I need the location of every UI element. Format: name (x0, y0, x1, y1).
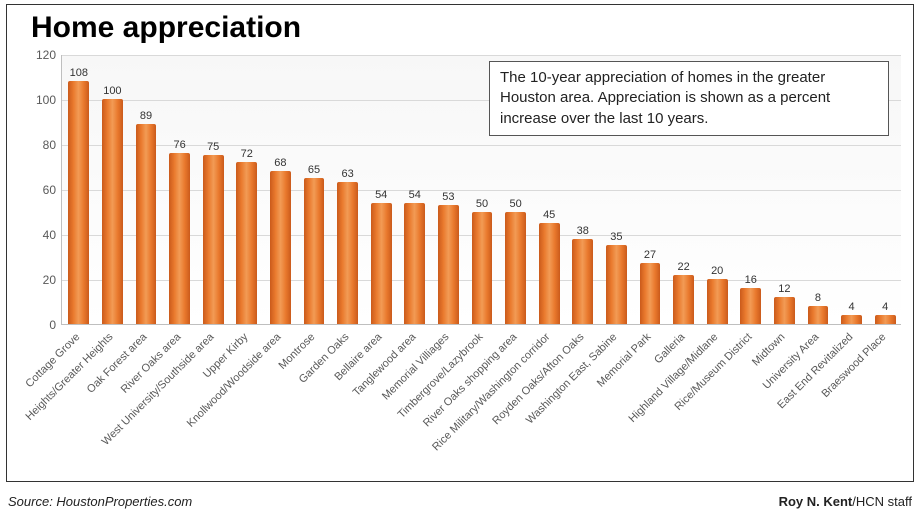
bar-value-label: 54 (375, 189, 387, 201)
bar-value-label: 108 (70, 67, 88, 79)
bar: 16 (740, 288, 761, 324)
bar: 72 (236, 162, 257, 324)
byline-name: Roy N. Kent (779, 494, 853, 509)
bar-value-label: 75 (207, 141, 219, 153)
bar-value-label: 68 (274, 157, 286, 169)
bar-value-label: 22 (677, 261, 689, 273)
bar-value-label: 89 (140, 110, 152, 122)
bar-value-label: 54 (409, 189, 421, 201)
source-text: HoustonProperties.com (56, 494, 192, 509)
bar-value-label: 12 (778, 283, 790, 295)
bar-value-label: 20 (711, 265, 723, 277)
y-tick-label: 20 (43, 273, 56, 287)
bar: 89 (136, 124, 157, 324)
bar-value-label: 27 (644, 249, 656, 261)
bar-value-label: 100 (103, 85, 121, 97)
y-tick-label: 60 (43, 183, 56, 197)
bar-value-label: 38 (577, 225, 589, 237)
y-tick-label: 120 (36, 48, 56, 62)
gridline (62, 55, 901, 56)
bar: 54 (371, 203, 392, 325)
source-credit: Source: HoustonProperties.com (8, 494, 192, 509)
bar: 65 (304, 178, 325, 324)
source-prefix: Source: (8, 494, 56, 509)
chart-title: Home appreciation (31, 11, 301, 45)
bar-value-label: 16 (745, 274, 757, 286)
bar: 38 (572, 239, 593, 325)
figure-root: Home appreciation 0 20 40 60 80 100 120 108 100 8… (0, 0, 920, 515)
bar: 27 (640, 263, 661, 324)
byline-org: HCN staff (856, 494, 912, 509)
bar: 20 (707, 279, 728, 324)
bar: 54 (404, 203, 425, 325)
byline-credit: Roy N. Kent/HCN staff (779, 494, 912, 509)
y-tick-label: 80 (43, 138, 56, 152)
bar: 75 (203, 155, 224, 324)
bar-value-label: 45 (543, 209, 555, 221)
bar: 108 (68, 81, 89, 324)
bar-value-label: 50 (509, 198, 521, 210)
bar: 100 (102, 99, 123, 324)
annotation-box: The 10-year appreciation of homes in the… (489, 61, 889, 136)
bar: 63 (337, 182, 358, 324)
gridline (62, 145, 901, 146)
bar-value-label: 35 (610, 231, 622, 243)
x-tick-label: River Oaks area (118, 331, 183, 396)
bar: 53 (438, 205, 459, 324)
bar: 45 (539, 223, 560, 324)
chart-frame: Home appreciation 0 20 40 60 80 100 120 108 100 8… (6, 4, 914, 482)
bar-value-label: 76 (173, 139, 185, 151)
y-tick-label: 100 (36, 93, 56, 107)
bar: 50 (505, 212, 526, 325)
y-tick-label: 40 (43, 228, 56, 242)
bar-value-label: 8 (815, 292, 821, 304)
bar: 4 (875, 315, 896, 324)
bar: 50 (472, 212, 493, 325)
bar: 4 (841, 315, 862, 324)
x-tick-label: Oak Forest area (85, 331, 150, 396)
bar: 12 (774, 297, 795, 324)
bar: 35 (606, 245, 627, 324)
bar: 76 (169, 153, 190, 324)
bar-value-label: 63 (341, 168, 353, 180)
bar: 68 (270, 171, 291, 324)
bar-value-label: 4 (849, 301, 855, 313)
bar: 8 (808, 306, 829, 324)
bar-value-label: 72 (241, 148, 253, 160)
x-axis: Cottage GroveHeights/Greater HeightsOak … (61, 331, 901, 332)
bar-value-label: 4 (882, 301, 888, 313)
x-tick-label: Braeswood Place (820, 331, 889, 400)
y-tick-label: 0 (49, 318, 56, 332)
bar-value-label: 53 (442, 191, 454, 203)
bar: 22 (673, 275, 694, 325)
bar-value-label: 65 (308, 164, 320, 176)
bar-value-label: 50 (476, 198, 488, 210)
